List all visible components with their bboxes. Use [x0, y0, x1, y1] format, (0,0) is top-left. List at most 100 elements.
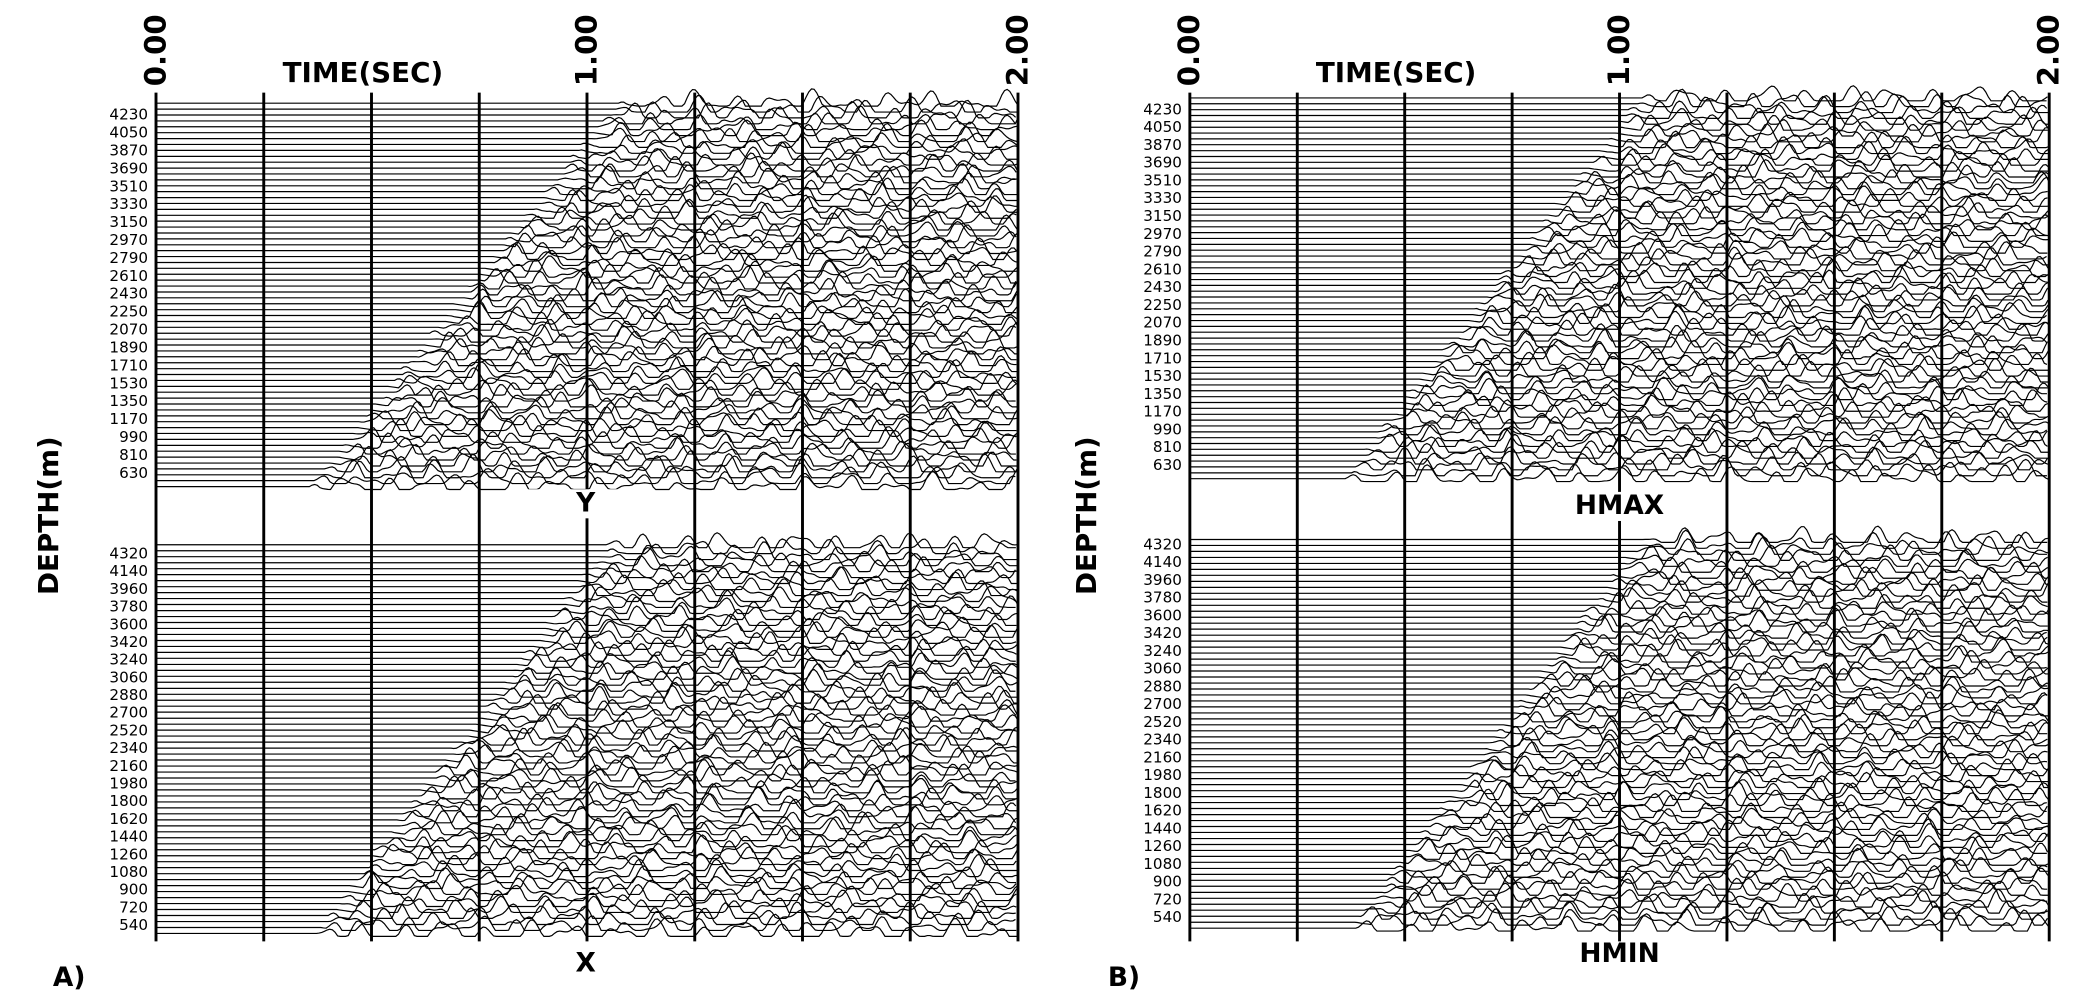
trace — [1189, 114, 2048, 131]
trace — [1189, 310, 2050, 330]
trace — [156, 218, 1016, 237]
trace — [156, 620, 1019, 638]
depth-label: 1890 — [109, 338, 148, 356]
trace — [156, 757, 1018, 776]
time-tick-label: 2.00 — [1000, 14, 1034, 86]
trace — [156, 724, 1016, 740]
trace — [156, 459, 1016, 479]
depth-label: 3960 — [109, 580, 148, 598]
trace — [156, 270, 1018, 290]
trace — [1189, 888, 2050, 908]
trace — [156, 141, 1018, 160]
trace — [1189, 222, 2049, 242]
trace — [1189, 643, 2049, 663]
trace — [156, 264, 1017, 284]
trace — [1189, 164, 2050, 184]
depth-label: 3060 — [109, 668, 148, 686]
time-tick-label: 0.00 — [138, 14, 172, 86]
trace — [156, 655, 1018, 674]
time-tick-label: 1.00 — [1602, 14, 1636, 86]
trace — [156, 649, 1018, 668]
trace — [156, 329, 1018, 349]
depth-label: 1170 — [1143, 403, 1182, 421]
trace — [156, 577, 1018, 597]
trace — [156, 276, 1017, 296]
trace — [156, 442, 1017, 461]
trace — [156, 853, 1017, 872]
trace — [1189, 364, 2049, 383]
trace — [1189, 732, 2048, 753]
depth-label: 1080 — [109, 863, 148, 881]
depth-label: 3600 — [1143, 606, 1182, 624]
trace — [1189, 230, 2049, 248]
trace — [156, 241, 1018, 261]
trace — [1189, 842, 2049, 860]
depth-label: 2880 — [1143, 677, 1182, 695]
trace — [156, 906, 1016, 926]
time-title: TIME(SEC) — [283, 56, 444, 89]
panel: 0.00 1.00 2.00TIME(SEC)DEPTH(m)A)423040503… — [32, 14, 1034, 992]
time-tick-label: 1.00 — [569, 14, 603, 86]
trace — [156, 638, 1017, 656]
trace — [156, 631, 1019, 650]
depth-label: 810 — [1153, 438, 1182, 456]
time-tick-label: 2.00 — [2032, 14, 2066, 86]
trace — [1189, 589, 2048, 609]
trace — [1189, 392, 2049, 412]
depth-label: 3510 — [109, 177, 148, 195]
depth-label: 540 — [1153, 908, 1182, 926]
depth-title: DEPTH(m) — [32, 436, 65, 595]
trace — [156, 352, 1018, 373]
name-bg — [1560, 491, 1680, 521]
trace — [156, 786, 1018, 806]
trace — [156, 865, 1017, 884]
depth-label: 900 — [1153, 873, 1182, 891]
trace — [1189, 680, 2050, 699]
trace — [1189, 697, 2049, 717]
trace — [156, 613, 1017, 632]
trace — [156, 559, 1016, 579]
trace — [156, 547, 1018, 567]
depth-label: 1260 — [109, 845, 148, 863]
depth-label: 2250 — [1143, 296, 1182, 314]
trace — [156, 684, 1017, 704]
trace — [1189, 346, 2048, 366]
time-title: TIME(SEC) — [1316, 56, 1477, 89]
depth-label: 3240 — [109, 651, 148, 669]
trace — [156, 738, 1017, 758]
depth-label: 1710 — [109, 356, 148, 374]
depth-label: 3150 — [1143, 207, 1182, 225]
depth-label: 4230 — [109, 106, 148, 124]
trace — [156, 406, 1018, 426]
depth-label: 2340 — [109, 739, 148, 757]
trace — [156, 714, 1018, 734]
trace — [1189, 323, 2049, 342]
trace — [1189, 140, 2049, 160]
depth-label: 720 — [119, 898, 148, 916]
trace — [156, 181, 1018, 202]
trace — [156, 601, 1018, 621]
trace — [156, 745, 1017, 764]
trace — [156, 396, 1016, 414]
depth-label: 3690 — [109, 159, 148, 177]
trace — [156, 377, 1019, 396]
trace — [156, 229, 1018, 249]
trace — [1189, 764, 2049, 783]
depth-label: 990 — [119, 428, 148, 446]
trace — [1189, 187, 2050, 207]
depth-label: 720 — [1153, 890, 1182, 908]
depth-label: 1170 — [109, 410, 148, 428]
depth-label: 3780 — [109, 598, 148, 616]
trace — [1189, 440, 2049, 459]
trace — [156, 359, 1017, 378]
trace — [156, 810, 1019, 830]
trace — [156, 429, 1018, 449]
trace — [156, 436, 1016, 455]
depth-label: 2610 — [1143, 260, 1182, 278]
trace — [1189, 399, 2048, 418]
trace — [1189, 246, 2049, 266]
trace — [1189, 703, 2049, 723]
depth-label: 1440 — [1143, 819, 1182, 837]
trace — [1189, 818, 2050, 836]
depth-label: 2970 — [109, 231, 148, 249]
